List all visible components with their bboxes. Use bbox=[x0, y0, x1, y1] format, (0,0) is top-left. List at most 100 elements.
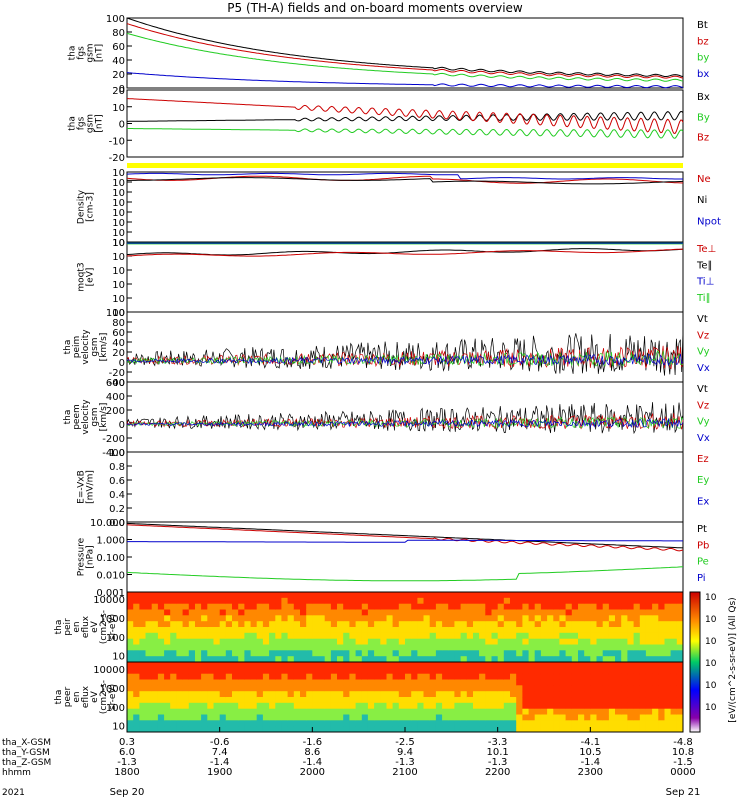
heat-cell bbox=[503, 667, 511, 675]
heat-cell bbox=[423, 603, 431, 610]
heat-cell bbox=[510, 644, 517, 651]
heat-cell bbox=[466, 656, 474, 663]
heat-cell bbox=[157, 726, 165, 733]
heat-cell bbox=[133, 726, 140, 733]
heat-cell bbox=[207, 627, 214, 634]
heat-cell bbox=[219, 679, 227, 686]
heat-cell bbox=[584, 615, 591, 622]
heat-cell bbox=[423, 615, 431, 622]
heat-cell bbox=[429, 638, 437, 645]
heat-cell bbox=[485, 662, 492, 669]
heat-cell bbox=[145, 621, 153, 628]
y-axis-label: moqt3 bbox=[77, 262, 87, 291]
heat-cell bbox=[658, 720, 665, 727]
legend-Ni: Ni bbox=[697, 195, 707, 206]
heat-cell bbox=[343, 697, 350, 704]
heat-cell bbox=[473, 644, 480, 651]
heat-cell bbox=[485, 726, 492, 733]
heat-cell bbox=[590, 708, 597, 715]
heat-cell bbox=[213, 644, 221, 651]
heat-cell bbox=[645, 691, 653, 698]
heat-cell bbox=[590, 702, 597, 710]
heat-cell bbox=[287, 667, 295, 675]
heat-cell bbox=[337, 726, 344, 733]
heat-cell bbox=[658, 632, 665, 640]
heat-cell bbox=[367, 650, 375, 657]
heat-cell bbox=[473, 632, 480, 640]
heat-cell bbox=[491, 673, 499, 680]
heat-cell bbox=[658, 656, 665, 663]
heat-cell bbox=[503, 691, 511, 698]
heat-cell bbox=[652, 702, 659, 710]
heat-cell bbox=[312, 603, 319, 610]
heat-cell bbox=[201, 685, 208, 692]
legend-by: by bbox=[697, 53, 709, 64]
heat-cell bbox=[127, 609, 134, 616]
heat-cell bbox=[337, 621, 344, 628]
heat-cell bbox=[491, 714, 499, 721]
heat-cell bbox=[417, 656, 425, 663]
heat-cell bbox=[559, 609, 567, 616]
heat-cell bbox=[645, 662, 653, 669]
heat-cell bbox=[398, 679, 406, 686]
heat-cell bbox=[361, 720, 369, 727]
heat-cell bbox=[398, 726, 406, 733]
heat-cell bbox=[157, 638, 165, 645]
heat-cell bbox=[281, 650, 289, 657]
heat-cell bbox=[571, 679, 579, 686]
heat-cell bbox=[590, 592, 597, 599]
heat-cell bbox=[238, 597, 245, 605]
heat-cell bbox=[405, 702, 412, 710]
heat-cell bbox=[312, 667, 319, 675]
heat-cell bbox=[615, 638, 622, 645]
xaxis-value: -1.4 bbox=[210, 757, 230, 768]
heat-cell bbox=[633, 714, 641, 721]
heat-cell bbox=[584, 702, 591, 710]
heat-cell bbox=[664, 697, 672, 704]
heat-cell bbox=[343, 644, 350, 651]
heat-cell bbox=[553, 667, 560, 675]
heat-cell bbox=[621, 627, 628, 634]
heat-cell bbox=[559, 708, 567, 715]
heat-cell bbox=[584, 638, 591, 645]
heat-cell bbox=[540, 662, 548, 669]
heat-cell bbox=[275, 697, 282, 704]
heat-cell bbox=[559, 638, 567, 645]
heat-cell bbox=[380, 644, 387, 651]
heat-cell bbox=[602, 592, 610, 599]
heat-cell bbox=[608, 627, 616, 634]
colorbar-tick: 10 bbox=[705, 615, 717, 625]
heat-cell bbox=[151, 627, 159, 634]
heat-cell bbox=[281, 597, 289, 605]
heat-cell bbox=[195, 638, 202, 645]
heat-cell bbox=[343, 603, 350, 610]
heat-cell bbox=[281, 644, 289, 651]
heat-cell bbox=[522, 697, 530, 704]
heat-cell bbox=[510, 673, 517, 680]
xaxis-value: 7.4 bbox=[212, 747, 228, 758]
heat-cell bbox=[448, 621, 455, 628]
heat-cell bbox=[565, 697, 573, 704]
heat-cell bbox=[466, 685, 474, 692]
heat-cell bbox=[225, 667, 233, 675]
heat-cell bbox=[460, 714, 468, 721]
heat-cell bbox=[201, 603, 208, 610]
heat-cell bbox=[670, 667, 678, 675]
heat-cell bbox=[547, 667, 554, 675]
heat-cell bbox=[454, 691, 462, 698]
xaxis-value: -2.5 bbox=[395, 737, 415, 748]
heat-cell bbox=[398, 644, 406, 651]
heat-cell bbox=[262, 615, 270, 622]
heat-cell bbox=[497, 702, 505, 710]
heat-cell bbox=[479, 644, 486, 651]
heat-cell bbox=[386, 685, 394, 692]
heat-cell bbox=[392, 592, 400, 599]
heat-cell bbox=[312, 662, 319, 669]
ytick-label: 10 bbox=[112, 266, 125, 277]
heat-cell bbox=[195, 650, 202, 657]
heat-cell bbox=[269, 714, 276, 721]
heat-cell bbox=[293, 667, 301, 675]
y-axis-label: Pressure bbox=[77, 537, 87, 576]
heat-cell bbox=[559, 650, 567, 657]
panel-frame-0 bbox=[126, 17, 684, 89]
